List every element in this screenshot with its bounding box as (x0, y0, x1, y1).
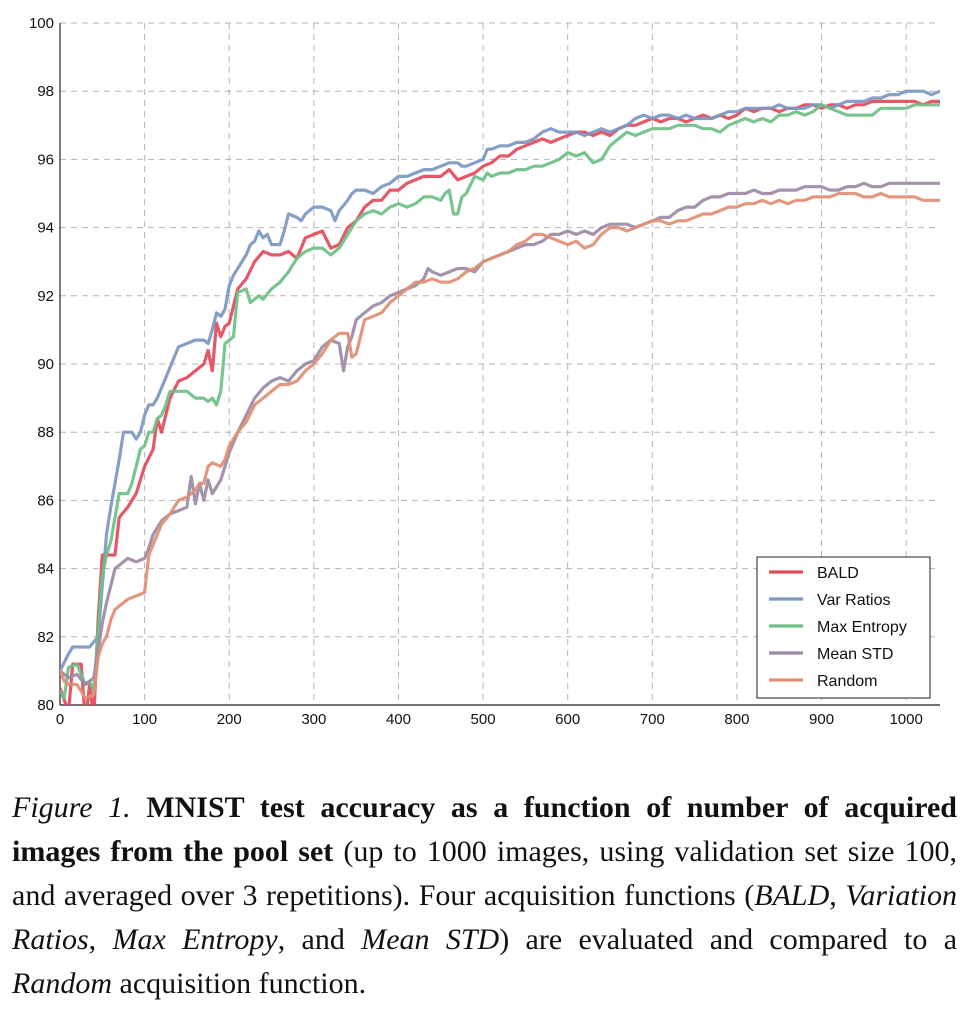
x-tick-label: 800 (724, 711, 749, 728)
x-tick-label: 500 (471, 711, 496, 728)
series-line-random (60, 191, 940, 700)
caption-bold-text: MNIST test accuracy as a function of num… (12, 791, 957, 868)
y-tick-label: 100 (29, 15, 54, 32)
y-tick-label: 98 (37, 83, 54, 100)
grid-lines (60, 22, 940, 705)
legend-label: BALD (817, 565, 859, 582)
y-tick-label: 88 (37, 424, 54, 441)
x-tick-label: 100 (132, 711, 157, 728)
series-line-bald (60, 99, 940, 705)
caption-label: Figure 1. (12, 791, 131, 824)
series-line-max-entropy (60, 103, 940, 700)
accuracy-chart: 0 100 200 300 400 500 600 700 800 900 1000 80 82 84 86… (29, 15, 940, 728)
legend-label: Random (817, 673, 877, 690)
figure-caption: Figure 1. MNIST test accuracy as a funct… (12, 786, 957, 1006)
series-line-var-ratios (60, 89, 940, 673)
x-tick-label: 300 (301, 711, 326, 728)
x-tick-label: 900 (809, 711, 834, 728)
y-tick-label: 80 (37, 697, 54, 714)
y-tick-label: 82 (37, 629, 54, 646)
x-tick-label: 600 (555, 711, 580, 728)
axes-frame (59, 23, 940, 706)
legend: BALD Var Ratios Max Entropy Mean STD Random (756, 556, 931, 699)
caption-fn-max-entropy: Max Entropy (112, 923, 278, 956)
caption-text-3: acquisition function. (112, 967, 367, 1000)
tick-labels: 0 100 200 300 400 500 600 700 800 900 1000 80 82 84 86… (29, 15, 923, 728)
caption-sep-1: , (829, 879, 846, 912)
y-tick-label: 94 (37, 220, 54, 237)
caption-sep-3: , and (277, 923, 362, 956)
legend-label: Var Ratios (817, 592, 891, 609)
caption-text-2: ) are evaluated and compared to a (499, 923, 958, 956)
caption-text-1: (up to 1000 images, using valida­tion se… (12, 835, 958, 912)
caption-fn-random: Random (12, 967, 112, 1000)
caption-fn-mean-std: Mean STD (361, 923, 500, 956)
series-layer (60, 89, 940, 705)
x-tick-label: 200 (217, 711, 242, 728)
y-tick-label: 84 (37, 561, 54, 578)
x-tick-label: 1000 (889, 711, 922, 728)
x-tick-label: 400 (386, 711, 411, 728)
y-tick-label: 86 (37, 492, 54, 509)
legend-label: Mean STD (817, 646, 893, 663)
caption-fn-bald: BALD (754, 879, 830, 912)
y-tick-label: 96 (37, 151, 54, 168)
caption-fn-variation-ratios: Variation Ratios (12, 879, 957, 956)
x-tick-label: 700 (640, 711, 665, 728)
y-tick-label: 90 (37, 356, 54, 373)
caption-sep-2: , (88, 923, 113, 956)
y-tick-label: 92 (37, 288, 54, 305)
x-tick-label: 0 (56, 711, 64, 728)
legend-label: Max Entropy (817, 619, 907, 636)
series-line-mean-std (60, 181, 940, 687)
